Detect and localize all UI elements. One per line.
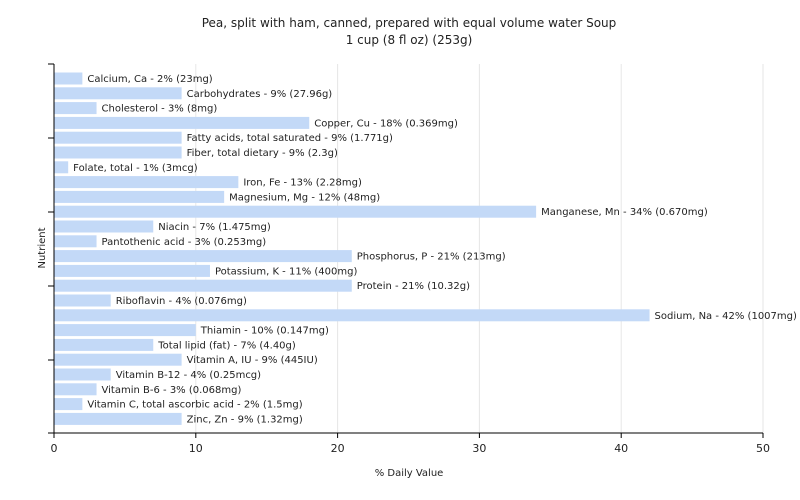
chart-title: Pea, split with ham, canned, prepared wi… bbox=[202, 16, 617, 30]
x-tick-label-2: 20 bbox=[331, 442, 345, 455]
bar-label-12: Phosphorus, P - 21% (213mg) bbox=[357, 252, 506, 263]
bar-label-8: Magnesium, Mg - 12% (48mg) bbox=[229, 192, 380, 203]
bar-6 bbox=[54, 161, 69, 174]
bar-label-18: Total lipid (fat) - 7% (4.40g) bbox=[157, 340, 296, 351]
y-axis-label: Nutrient bbox=[37, 227, 48, 268]
bar-19 bbox=[54, 353, 182, 366]
bar-label-2: Cholesterol - 3% (8mg) bbox=[102, 104, 218, 115]
grid-lines bbox=[195, 64, 764, 433]
bar-17 bbox=[54, 324, 196, 337]
x-tick-label-5: 50 bbox=[756, 442, 770, 455]
bars: Calcium, Ca - 2% (23mg) Carbohydrates - 9… bbox=[54, 72, 797, 425]
bar-label-11: Pantothenic acid - 3% (0.253mg) bbox=[102, 237, 267, 248]
bar-9 bbox=[54, 205, 537, 218]
bar-3 bbox=[54, 116, 310, 129]
bar-1 bbox=[54, 87, 182, 100]
bar-label-19: Vitamin A, IU - 9% (445IU) bbox=[187, 355, 318, 366]
bar-21 bbox=[54, 383, 97, 396]
bar-23 bbox=[54, 412, 182, 425]
bar-label-14: Protein - 21% (10.32g) bbox=[357, 281, 470, 292]
bar-label-5: Fiber, total dietary - 9% (2.3g) bbox=[187, 148, 338, 159]
bar-13 bbox=[54, 264, 210, 277]
bar-label-9: Manganese, Mn - 34% (0.670mg) bbox=[541, 207, 708, 218]
bar-10 bbox=[54, 220, 154, 233]
bar-8 bbox=[54, 190, 225, 203]
bar-20 bbox=[54, 368, 111, 381]
x-tick-label-1: 10 bbox=[189, 442, 203, 455]
bar-label-6: Folate, total - 1% (3mcg) bbox=[73, 163, 198, 174]
bar-label-21: Vitamin B-6 - 3% (0.068mg) bbox=[102, 385, 242, 396]
bar-16 bbox=[54, 309, 650, 322]
x-tick-label-3: 30 bbox=[472, 442, 486, 455]
bar-5 bbox=[54, 146, 182, 159]
bar-11 bbox=[54, 235, 97, 248]
bar-label-15: Riboflavin - 4% (0.076mg) bbox=[116, 296, 247, 307]
bar-label-20: Vitamin B-12 - 4% (0.25mcg) bbox=[116, 370, 261, 381]
x-tick-label-4: 40 bbox=[614, 442, 628, 455]
bar-15 bbox=[54, 294, 111, 307]
bar-label-22: Vitamin C, total ascorbic acid - 2% (1.5… bbox=[87, 400, 302, 411]
bar-label-1: Carbohydrates - 9% (27.96g) bbox=[187, 89, 333, 100]
bar-label-13: Potassium, K - 11% (400mg) bbox=[215, 266, 357, 277]
bar-label-0: Calcium, Ca - 2% (23mg) bbox=[87, 74, 212, 85]
chart-subtitle: 1 cup (8 fl oz) (253g) bbox=[346, 33, 473, 47]
bar-12 bbox=[54, 250, 352, 263]
bar-label-23: Zinc, Zn - 9% (1.32mg) bbox=[187, 414, 303, 425]
x-tick-label-0: 0 bbox=[51, 442, 58, 455]
bar-7 bbox=[54, 176, 239, 189]
bar-0 bbox=[54, 72, 83, 85]
bar-label-7: Iron, Fe - 13% (2.28mg) bbox=[243, 178, 362, 189]
bar-22 bbox=[54, 398, 83, 411]
bar-label-3: Copper, Cu - 18% (0.369mg) bbox=[314, 118, 458, 129]
bar-label-17: Thiamin - 10% (0.147mg) bbox=[200, 326, 329, 337]
bar-label-10: Niacin - 7% (1.475mg) bbox=[158, 222, 271, 233]
bar-label-16: Sodium, Na - 42% (1007mg) bbox=[655, 311, 797, 322]
bar-4 bbox=[54, 131, 182, 144]
x-axis-label: % Daily Value bbox=[375, 468, 444, 479]
bar-2 bbox=[54, 102, 97, 115]
bar-label-4: Fatty acids, total saturated - 9% (1.771… bbox=[187, 133, 393, 144]
bar-14 bbox=[54, 279, 352, 292]
axes: 0 10 20 30 40 50 bbox=[48, 63, 770, 455]
bar-18 bbox=[54, 338, 154, 351]
